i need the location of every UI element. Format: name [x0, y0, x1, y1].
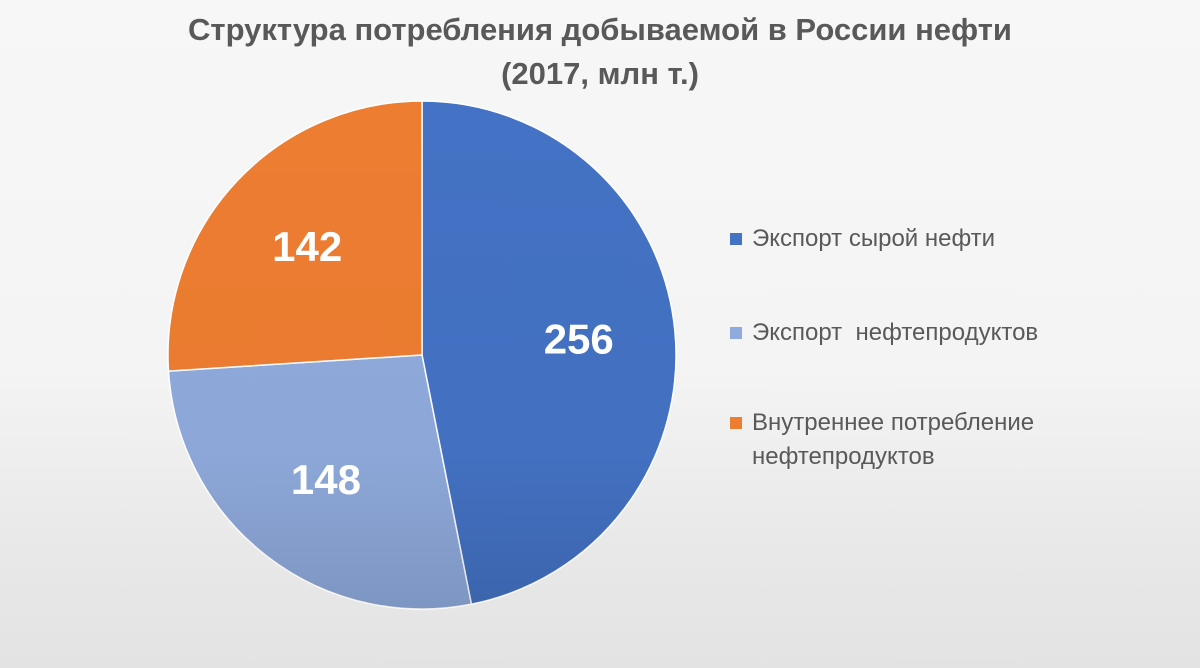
legend-swatch-products-export	[730, 327, 742, 339]
data-label-crude-export: 256	[544, 316, 614, 363]
legend-label-crude-export: Экспорт сырой нефти	[752, 225, 996, 252]
data-label-domestic-consumption: 142	[272, 223, 342, 270]
pie-slices	[167, 100, 677, 610]
legend-swatch-domestic-consumption	[730, 417, 742, 429]
legend-item-domestic-consumption: Внутреннее потребление нефтепродуктов	[730, 406, 1090, 474]
legend-item-products-export: Экспорт нефтепродуктов	[730, 316, 1090, 350]
chart-title: Структура потребления добываемой в Росси…	[0, 8, 1200, 96]
data-label-products-export: 148	[291, 456, 361, 503]
pie-shading	[168, 101, 676, 609]
chart-title-line2: (2017, млн т.)	[501, 56, 699, 91]
pie-data-labels: 256 148 142	[272, 223, 614, 503]
legend-label-products-export: Экспорт нефтепродуктов	[752, 319, 1039, 346]
legend-swatch-crude-export	[730, 233, 742, 245]
legend-item-crude-export: Экспорт сырой нефти	[730, 222, 1090, 256]
legend-label-domestic-consumption: Внутреннее потребление нефтепродуктов	[752, 409, 1035, 470]
chart-title-line1: Структура потребления добываемой в Росси…	[188, 12, 1012, 47]
